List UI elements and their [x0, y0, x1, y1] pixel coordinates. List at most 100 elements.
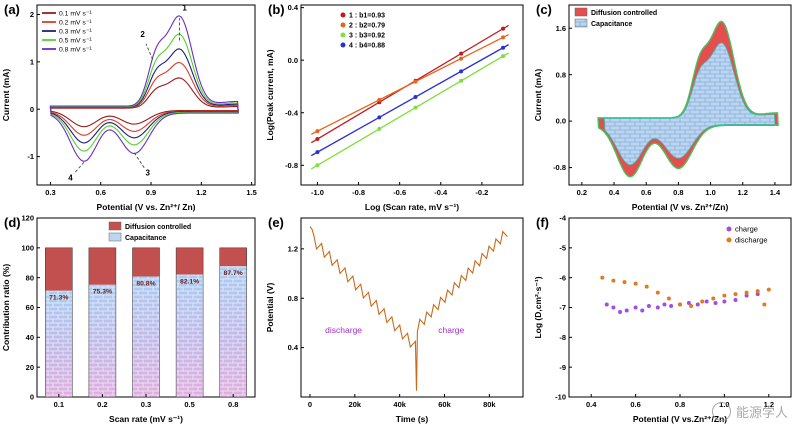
svg-text:71.3%: 71.3% [49, 295, 68, 302]
svg-text:Capacitance: Capacitance [591, 21, 632, 28]
panel-d-label: (d) [4, 215, 21, 230]
chart-e-gitt-profile: 0 20k 40k 60k 80k 0.4 0.8 1.2 Time (s) Potential … [265, 217, 524, 424]
svg-text:2: 2 [30, 10, 34, 19]
svg-text:1: 1 [182, 4, 187, 13]
watermark-logo-icon [711, 402, 731, 421]
svg-text:Scan rate (mV s⁻¹): Scan rate (mV s⁻¹) [109, 414, 183, 424]
panel-a-label: (a) [4, 2, 20, 17]
svg-text:0: 0 [30, 105, 34, 114]
svg-text:-8: -8 [559, 333, 566, 342]
svg-text:-0.2: -0.2 [475, 188, 488, 197]
svg-text:Contribution ratio (%): Contribution ratio (%) [1, 264, 11, 352]
svg-text:-0.4: -0.4 [285, 108, 299, 117]
watermark: 能源学人 [711, 402, 788, 421]
svg-text:-10: -10 [555, 393, 566, 402]
svg-text:0.4: 0.4 [288, 3, 299, 12]
svg-text:discharge: discharge [325, 325, 362, 335]
svg-text:0.8 mV s⁻¹: 0.8 mV s⁻¹ [59, 47, 92, 54]
svg-text:-0.4: -0.4 [434, 188, 448, 197]
svg-text:1.2: 1.2 [196, 188, 206, 197]
svg-text:4 : b4=0.88: 4 : b4=0.88 [349, 43, 385, 50]
svg-text:0.6: 0.6 [630, 400, 640, 409]
svg-text:-7: -7 [559, 303, 566, 312]
svg-text:Diffusion controlled: Diffusion controlled [591, 10, 657, 17]
svg-text:60: 60 [26, 303, 34, 312]
svg-text:Current (mA): Current (mA) [1, 69, 11, 122]
svg-text:Potential (V): Potential (V) [265, 283, 275, 333]
svg-text:-9: -9 [559, 363, 566, 372]
svg-text:87.7%: 87.7% [224, 270, 243, 277]
svg-text:0.0: 0.0 [556, 117, 566, 126]
svg-text:Capacitance: Capacitance [125, 235, 166, 242]
panel-e-label: (e) [268, 215, 284, 230]
svg-text:-0.8: -0.8 [352, 188, 365, 197]
svg-text:0.1: 0.1 [54, 400, 64, 409]
svg-text:-0.8: -0.8 [285, 161, 298, 170]
svg-text:0.3: 0.3 [45, 188, 55, 197]
svg-text:20: 20 [26, 363, 34, 372]
svg-text:1.2: 1.2 [738, 188, 748, 197]
svg-text:80k: 80k [483, 400, 496, 409]
svg-text:40k: 40k [393, 400, 406, 409]
svg-text:Log(Peak current, mA): Log(Peak current, mA) [265, 49, 275, 140]
svg-text:0.4: 0.4 [609, 188, 620, 197]
svg-text:0: 0 [30, 393, 34, 402]
panel-c-label: (c) [536, 2, 552, 17]
svg-text:1.6: 1.6 [556, 24, 566, 33]
svg-text:3: 3 [145, 169, 150, 178]
svg-text:80.8%: 80.8% [136, 280, 155, 287]
chart-a-cv-curves: 0.3 0.6 0.9 1.2 1.5 -1 0 1 2 Potential (V vs. Zn²… [1, 4, 257, 212]
svg-text:0.8: 0.8 [228, 400, 238, 409]
svg-text:82.1%: 82.1% [180, 279, 199, 286]
svg-text:-1: -1 [27, 152, 34, 161]
svg-text:0.6: 0.6 [641, 188, 651, 197]
svg-text:charge: charge [735, 225, 758, 234]
svg-text:0.4: 0.4 [288, 343, 299, 352]
svg-text:0.9: 0.9 [146, 188, 156, 197]
svg-text:1: 1 [30, 57, 34, 66]
svg-text:0.3: 0.3 [141, 400, 151, 409]
svg-text:40: 40 [26, 333, 34, 342]
svg-text:0: 0 [308, 400, 312, 409]
svg-text:80: 80 [26, 273, 34, 282]
svg-text:Current (mA): Current (mA) [533, 69, 543, 122]
svg-text:-0.8: -0.8 [553, 163, 566, 172]
svg-text:1.2: 1.2 [764, 400, 774, 409]
svg-text:0.8: 0.8 [288, 294, 298, 303]
chart-c-capacitance-area: 0.2 0.4 0.6 0.8 1.0 1.2 1.4 -0.8 0.0 0.8 1.6 Potent… [533, 4, 792, 212]
svg-text:0.8: 0.8 [675, 400, 685, 409]
svg-text:0.8: 0.8 [556, 70, 566, 79]
svg-text:-4: -4 [559, 214, 566, 223]
svg-text:75.3%: 75.3% [93, 289, 112, 296]
svg-text:-6: -6 [559, 273, 566, 282]
svg-text:120: 120 [21, 214, 34, 223]
panel-f-label: (f) [536, 215, 549, 230]
svg-text:0.2: 0.2 [577, 188, 587, 197]
svg-text:2: 2 [140, 30, 145, 39]
svg-text:Potential (V vs. Zn²⁺/ Zn): Potential (V vs. Zn²⁺/ Zn) [97, 202, 196, 212]
svg-text:1.0: 1.0 [705, 188, 715, 197]
svg-text:0.3 mV s⁻¹: 0.3 mV s⁻¹ [59, 29, 92, 36]
svg-text:3 : b3=0.92: 3 : b3=0.92 [349, 33, 385, 40]
svg-text:20k: 20k [349, 400, 362, 409]
svg-text:4: 4 [68, 173, 73, 182]
svg-text:0.4: 0.4 [586, 400, 597, 409]
svg-text:Log (D,cm²·s⁻¹): Log (D,cm²·s⁻¹) [533, 276, 543, 338]
svg-text:0.1 mV s⁻¹: 0.1 mV s⁻¹ [59, 11, 92, 18]
svg-text:Potential (V vs.Zn²⁺/Zn): Potential (V vs.Zn²⁺/Zn) [633, 414, 727, 424]
panel-b-label: (b) [268, 2, 285, 17]
svg-text:Time (s): Time (s) [396, 414, 429, 424]
svg-text:2 : b2=0.79: 2 : b2=0.79 [349, 23, 385, 30]
svg-text:0.6: 0.6 [96, 188, 106, 197]
svg-text:-0.6: -0.6 [393, 188, 406, 197]
chart-d-contribution-bars: 0 20 40 60 80 100 120 Scan rate (mV s⁻¹) Contrib… [1, 214, 256, 424]
svg-text:-1.0: -1.0 [311, 188, 324, 197]
svg-text:Log (Scan rate, mV s⁻¹): Log (Scan rate, mV s⁻¹) [365, 202, 459, 212]
svg-text:charge: charge [438, 325, 464, 335]
svg-text:0.0: 0.0 [288, 56, 298, 65]
svg-text:-5: -5 [559, 243, 566, 252]
svg-text:Diffusion controlled: Diffusion controlled [125, 224, 191, 231]
svg-text:1.5: 1.5 [246, 188, 256, 197]
chart-f-diffusion-scatter: 0.4 0.6 0.8 1.0 1.2-4-5-6-7-8-9-10Potential … [533, 214, 792, 424]
